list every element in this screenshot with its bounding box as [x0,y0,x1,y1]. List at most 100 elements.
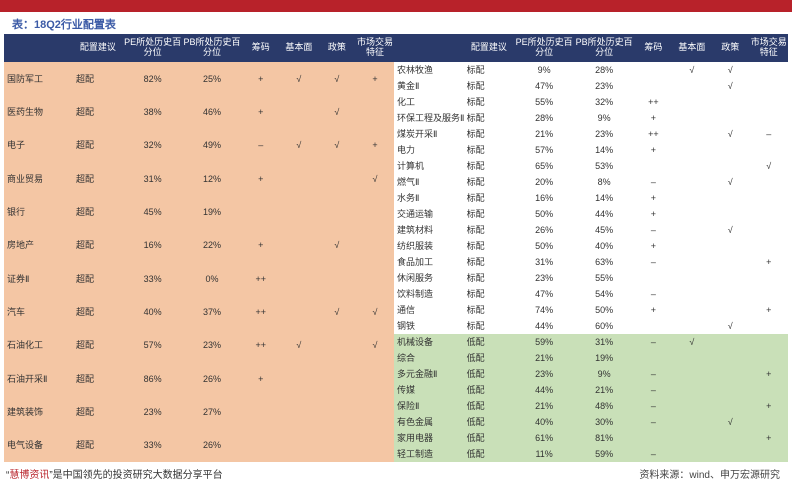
fundamentals [673,414,711,430]
fundamentals [280,295,318,328]
pb-percentile: 54% [574,286,634,302]
policy: √ [711,318,749,334]
policy [711,142,749,158]
industry-name: 交通运输 [394,206,464,222]
market [750,78,789,94]
industry-name: 证券Ⅱ [4,262,73,295]
table-row: 环保工程及服务Ⅱ标配28%9%+ [394,110,788,126]
table-row: 有色金属低配40%30%–√ [394,414,788,430]
table-row: 饮料制造标配47%54%– [394,286,788,302]
market: √ [356,329,394,362]
market: + [750,398,789,414]
footer: “慧博资讯”是中国领先的投资研究大数据分享平台 资料来源：wind、申万宏源研究 [0,462,792,481]
pb-percentile: 45% [574,222,634,238]
table-row: 黄金Ⅱ标配47%23%√ [394,78,788,94]
chips: ++ [242,262,280,295]
market [750,446,789,462]
fundamentals [673,446,711,462]
fundamentals: √ [673,334,711,350]
pb-percentile: 0% [182,262,241,295]
pe-percentile: 28% [514,110,574,126]
pb-percentile: 37% [182,295,241,328]
market [356,229,394,262]
industry-name: 轻工制造 [394,446,464,462]
col-header: 基本面 [673,34,711,62]
market [356,262,394,295]
market [750,414,789,430]
policy [711,382,749,398]
col-header: 筹码 [242,34,280,62]
table-row: 电子超配32%49%–√√+ [4,129,394,162]
table-row: 家用电器低配61%81%+ [394,430,788,446]
fundamentals [280,95,318,128]
pe-percentile: 40% [514,414,574,430]
chips [634,270,672,286]
industry-name: 建筑装饰 [4,395,73,428]
pb-percentile: 12% [182,162,241,195]
policy: √ [711,174,749,190]
col-header: 配置建议 [464,34,514,62]
recommendation: 标配 [464,110,514,126]
pb-percentile: 81% [574,430,634,446]
table-row: 纺织服装标配50%40%+ [394,238,788,254]
policy [711,398,749,414]
industry-name: 有色金属 [394,414,464,430]
fundamentals [673,222,711,238]
policy [318,395,356,428]
chips [634,318,672,334]
recommendation: 超配 [73,195,123,228]
recommendation: 超配 [73,129,123,162]
market [356,195,394,228]
chips: – [634,286,672,302]
fundamentals [673,142,711,158]
pb-percentile: 50% [574,302,634,318]
recommendation: 超配 [73,329,123,362]
chips: ++ [634,94,672,110]
policy [711,366,749,382]
col-header: PE所处历史百分位 [123,34,182,62]
market [750,174,789,190]
recommendation: 标配 [464,174,514,190]
table-row: 食品加工标配31%63%–+ [394,254,788,270]
pb-percentile: 23% [574,126,634,142]
pe-percentile: 31% [123,162,182,195]
pb-percentile: 25% [182,62,241,95]
table-row: 电气设备超配33%26% [4,429,394,462]
chips: + [242,229,280,262]
fundamentals [673,318,711,334]
fundamentals [673,190,711,206]
market [750,318,789,334]
fundamentals [673,238,711,254]
pe-percentile: 59% [514,334,574,350]
market [750,94,789,110]
policy [711,238,749,254]
industry-name: 水务Ⅱ [394,190,464,206]
pe-percentile: 23% [514,270,574,286]
col-header: 筹码 [634,34,672,62]
policy [711,94,749,110]
policy: √ [318,129,356,162]
pb-percentile: 14% [574,142,634,158]
fundamentals [280,195,318,228]
industry-name: 通信 [394,302,464,318]
recommendation: 标配 [464,254,514,270]
chips [242,395,280,428]
col-header: PB所处历史百分位 [182,34,241,62]
pb-percentile: 26% [182,362,241,395]
fundamentals [673,110,711,126]
chips: – [634,398,672,414]
table-row: 钢铁标配44%60%√ [394,318,788,334]
allocation-table-left: 配置建议PE所处历史百分位PB所处历史百分位筹码基本面政策市场交易特征 国防军工… [4,34,394,462]
table-row: 机械设备低配59%31%–√ [394,334,788,350]
pe-percentile: 32% [123,129,182,162]
col-header: 市场交易特征 [750,34,789,62]
table-row: 休闲服务标配23%55% [394,270,788,286]
pe-percentile: 82% [123,62,182,95]
chips: ++ [634,126,672,142]
industry-name: 电气设备 [4,429,73,462]
pb-percentile: 55% [574,270,634,286]
allocation-table-right: 配置建议PE所处历史百分位PB所处历史百分位筹码基本面政策市场交易特征 农林牧渔… [394,34,788,462]
col-header: PB所处历史百分位 [574,34,634,62]
industry-name: 食品加工 [394,254,464,270]
fundamentals [673,350,711,366]
